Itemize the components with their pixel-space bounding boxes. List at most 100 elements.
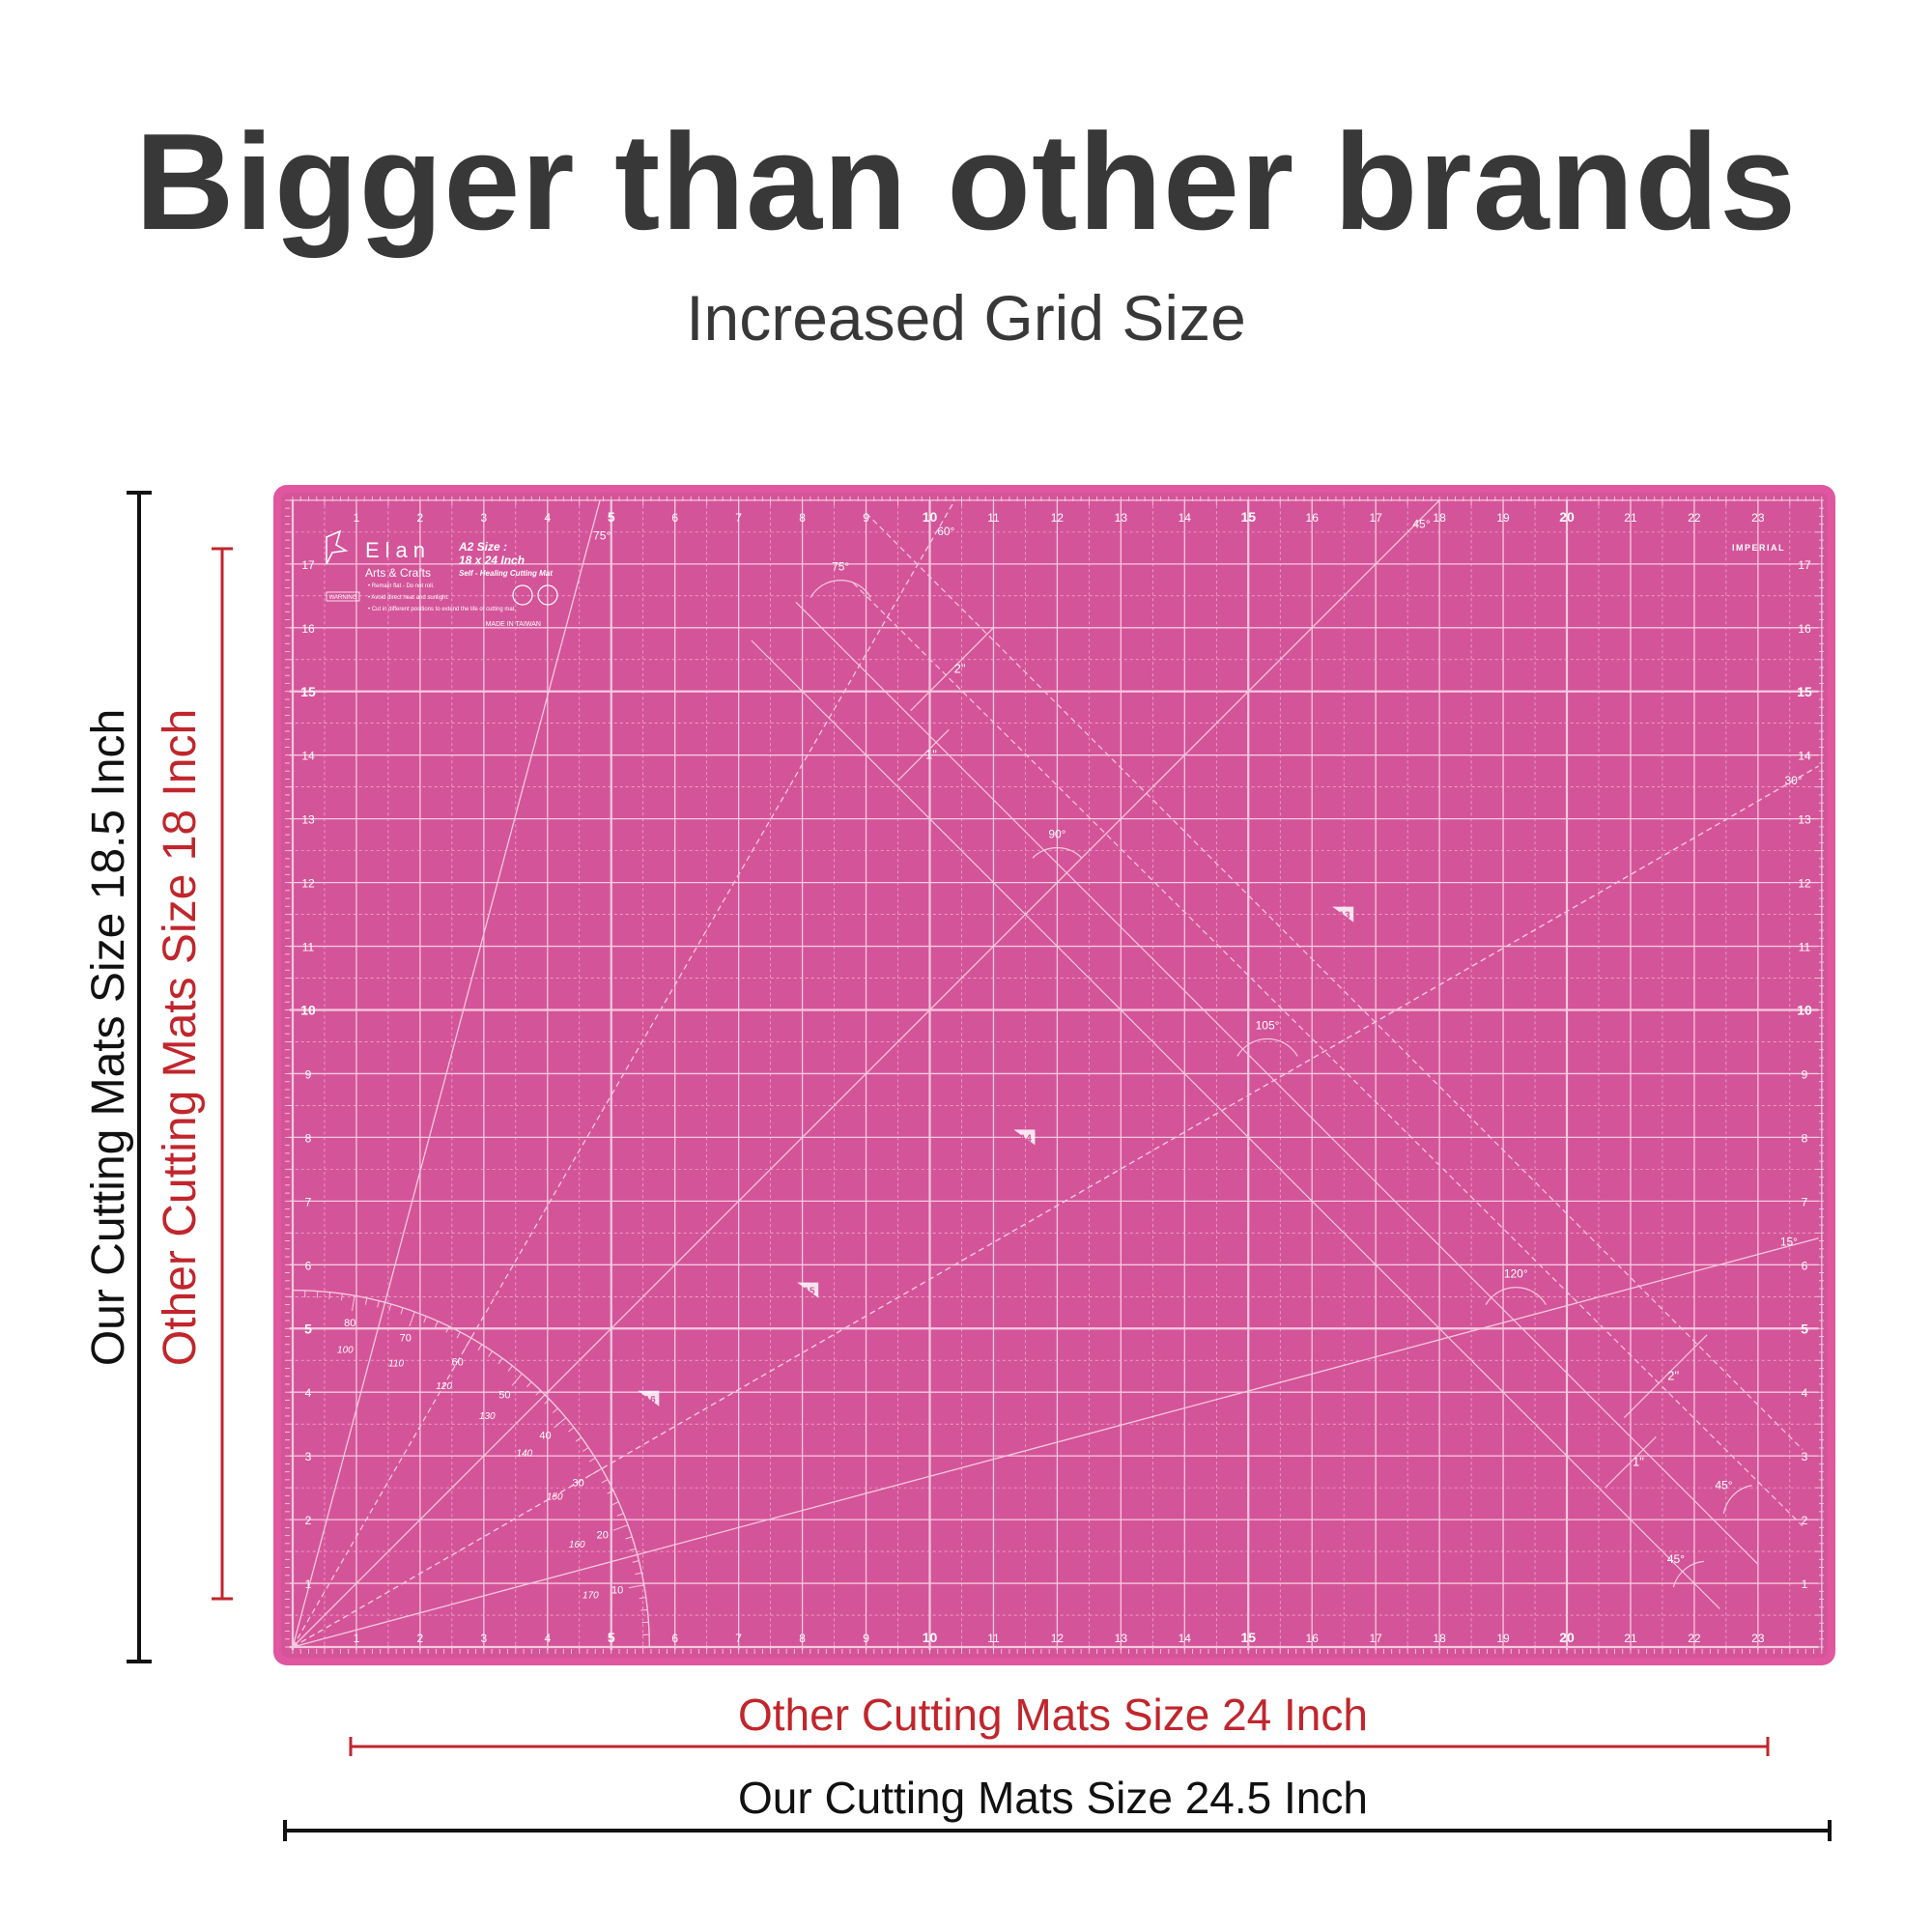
protractor-label-inner: 110 [388, 1359, 404, 1370]
angle-arc-label: 90° [1048, 828, 1065, 841]
x-scale-number-top: 13 [1115, 511, 1128, 525]
x-scale-number-top: 1 [354, 511, 360, 525]
protractor-tick [463, 1337, 472, 1352]
angle-arc-label: 120° [1504, 1267, 1528, 1281]
others-width-label: Other Cutting Mats Size 24 Inch [738, 1690, 1368, 1740]
protractor-tick [616, 1513, 624, 1517]
angle-ray [292, 1237, 1819, 1648]
x-scale-number-top: 7 [735, 511, 742, 525]
x-scale-number-bottom: 13 [1115, 1632, 1128, 1645]
x-scale-number-top: 11 [987, 511, 1000, 525]
y-scale-number-right: 4 [1802, 1386, 1808, 1400]
protractor-tick [377, 1300, 380, 1308]
protractor-tick [409, 1311, 415, 1327]
angle-arc [1485, 1287, 1547, 1305]
protractor-label-inner: 100 [337, 1346, 354, 1356]
protractor-tick [511, 1373, 523, 1386]
size-title: A2 Size : [458, 540, 507, 554]
unit-label: IMPERIAL [1732, 543, 1785, 553]
x-scale-number-bottom: 3 [481, 1632, 488, 1645]
y-scale-number-right: 3 [1802, 1450, 1808, 1463]
x-scale-number-bottom: 5 [608, 1630, 615, 1645]
angle-arc-label: 45° [1715, 1479, 1732, 1492]
x-scale-number-bottom: 22 [1688, 1632, 1701, 1645]
protractor-tick [568, 1427, 575, 1433]
angle-arc [1236, 1037, 1298, 1057]
protractor-tick [588, 1457, 596, 1463]
made-in: MADE IN TAIWAN [486, 621, 541, 628]
y-scale-number-left: 11 [302, 941, 315, 954]
x-scale-number-bottom: 14 [1179, 1632, 1192, 1645]
protractor-tick [640, 1608, 648, 1611]
x-scale-number-bottom: 16 [1306, 1632, 1320, 1645]
width-marker [1605, 1435, 1657, 1489]
protractor-label: 50 [498, 1390, 510, 1402]
mat-surface [281, 493, 1828, 1658]
angle-arc [1032, 846, 1083, 859]
flame-icon [512, 584, 533, 606]
y-scale-number-left: 4 [305, 1386, 312, 1400]
y-scale-number-right: 10 [1797, 1003, 1812, 1018]
sun-icon [537, 584, 558, 606]
protractor-tick [587, 1467, 603, 1477]
x-scale-number-top: 22 [1688, 511, 1701, 525]
protractor-tick [340, 1293, 343, 1301]
protractor-arc [292, 1289, 651, 1648]
y-scale-number-left: 12 [301, 877, 315, 891]
protractor-label-inner: 160 [569, 1540, 585, 1550]
protractor-tick [388, 1303, 392, 1311]
x-scale-number-bottom: 4 [544, 1632, 551, 1645]
protractor-tick [582, 1447, 589, 1452]
warning-badge [326, 591, 360, 602]
x-scale-number-top: 14 [1179, 511, 1192, 525]
protractor-tick [526, 1381, 532, 1388]
x-scale-number-top: 10 [923, 509, 938, 525]
protractor-tick [639, 1597, 646, 1600]
y-scale-number-left: 13 [301, 813, 315, 827]
x-scale-number-top: 21 [1624, 511, 1637, 525]
diagonal-line [795, 601, 1759, 1565]
angle-ray [292, 499, 955, 1648]
y-scale-number-right: 5 [1801, 1321, 1808, 1336]
x-scale-number-top: 12 [1051, 511, 1065, 525]
width-marker-label: 2" [954, 662, 966, 676]
dim-line-others-width [349, 1737, 1770, 1756]
y-scale-number-right: 9 [1802, 1067, 1808, 1081]
protractor-tick [552, 1407, 558, 1413]
paper-size-label: A6 [643, 1395, 656, 1406]
protractor-tick [635, 1572, 642, 1576]
x-scale-number-top: 17 [1369, 511, 1382, 525]
size-desc: Self - Healing Cutting Mat [459, 569, 553, 578]
warning-3: • Cut in different positions to extend t… [368, 607, 516, 612]
x-scale-number-bottom: 17 [1369, 1632, 1382, 1645]
x-scale-number-bottom: 10 [923, 1630, 938, 1645]
protractor-tick [554, 1417, 567, 1429]
x-scale-number-bottom: 23 [1751, 1632, 1765, 1645]
paper-size-label: A3 [1338, 911, 1350, 922]
brand-name: Elan [365, 538, 431, 562]
x-scale-number-bottom: 8 [799, 1632, 806, 1645]
headline: Bigger than other brands [134, 105, 1798, 259]
width-marker-label: 1" [1633, 1455, 1644, 1469]
protractor-tick [601, 1479, 609, 1484]
others-height-label: Other Cutting Mats Size 18 Inch [155, 708, 206, 1367]
protractor-label: 40 [539, 1431, 551, 1442]
protractor-tick [629, 1548, 637, 1551]
width-marker-label: 2" [1667, 1369, 1679, 1383]
protractor-tick [400, 1307, 404, 1315]
x-scale-number-bottom: 15 [1240, 1630, 1256, 1645]
y-scale-number-left: 2 [305, 1514, 312, 1527]
bird-logo-icon [326, 529, 349, 565]
protractor-tick [628, 1584, 644, 1589]
paper-size-label: A5 [803, 1287, 815, 1297]
paper-size-marker [638, 1390, 660, 1406]
angle-arc-label: 45° [1667, 1552, 1685, 1566]
x-scale-number-bottom: 7 [735, 1632, 742, 1645]
angle-ray [292, 499, 1440, 1648]
y-scale-number-right: 13 [1798, 813, 1811, 827]
protractor-tick [434, 1321, 439, 1328]
protractor-tick [612, 1524, 629, 1531]
angle-arc [810, 580, 871, 598]
paper-size-marker [797, 1282, 819, 1298]
angle-arc [1722, 1485, 1752, 1514]
